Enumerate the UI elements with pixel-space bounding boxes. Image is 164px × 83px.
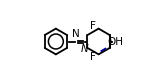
Text: N: N xyxy=(72,29,80,39)
Text: F: F xyxy=(90,52,96,62)
Text: OH: OH xyxy=(107,37,123,46)
Text: F: F xyxy=(90,21,96,31)
Text: N: N xyxy=(81,44,88,54)
